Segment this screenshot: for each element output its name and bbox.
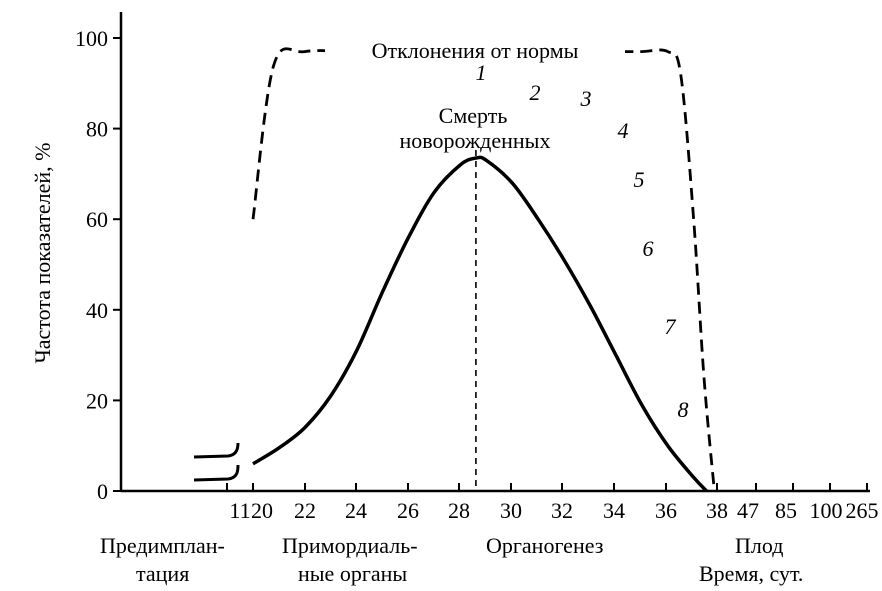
y-tick-label: 80 [86,117,108,142]
x-tick-label: 30 [500,498,522,523]
y-ticks: 0 20 40 60 80 100 [75,26,121,504]
number-marker-6: 6 [643,236,654,261]
x-tick-label: 32 [551,498,573,523]
abnormality-label-bg [325,36,625,64]
stage-preimplantation-2: тация [136,561,189,586]
number-marker-1: 1 [476,60,487,85]
preimplantation-mark [193,442,240,482]
x-tick-label: 24 [345,498,367,523]
number-marker-7: 7 [665,314,677,339]
number-marker-2: 2 [530,80,541,105]
x-tick-label: 265 [846,498,879,523]
stage-primordial-1: Примордиаль- [282,533,418,558]
number-marker-4: 4 [618,118,629,143]
y-tick-label: 40 [86,298,108,323]
y-tick-label: 20 [86,388,108,413]
x-ticks: 11 20 22 24 26 28 30 32 34 36 38 47 85 100 265 [226,483,879,523]
number-marker-3: 3 [580,86,592,111]
y-tick-label: 0 [97,479,108,504]
x-tick-label: 26 [397,498,419,523]
stage-preimplantation-1: Предимплан- [100,533,225,558]
x-tick-label: 22 [294,498,316,523]
y-tick-label: 60 [86,207,108,232]
stage-primordial-2: ные органы [298,561,407,586]
x-tick-label: 36 [655,498,677,523]
death-label-line1: Смерть [439,103,508,128]
abnormality-label: Отклонения от нормы [372,38,579,63]
x-tick-label: 28 [448,498,470,523]
death-solid-curve [252,155,708,493]
x-tick-label: 38 [706,498,728,523]
stage-fetus: Плод [735,533,783,558]
x-tick-label: 100 [810,498,843,523]
death-label-line2: новорожденных [400,128,551,153]
y-axis-label: Частота показателей, % [30,142,55,363]
numbered-markers: 1 2 3 45 6 7 8 [476,60,689,422]
x-tick-label: 85 [775,498,797,523]
x-tick-label: 47 [737,498,759,523]
x-tick-label: 34 [603,498,625,523]
x-axis-label: Время, сут. [699,561,803,586]
x-tick-label: 11 [229,498,250,523]
number-marker-5: 5 [634,167,645,192]
stage-organogenesis: Органогенез [486,533,603,558]
x-tick-label: 20 [251,498,273,523]
y-tick-label: 100 [75,26,108,51]
number-marker-8: 8 [678,397,689,422]
